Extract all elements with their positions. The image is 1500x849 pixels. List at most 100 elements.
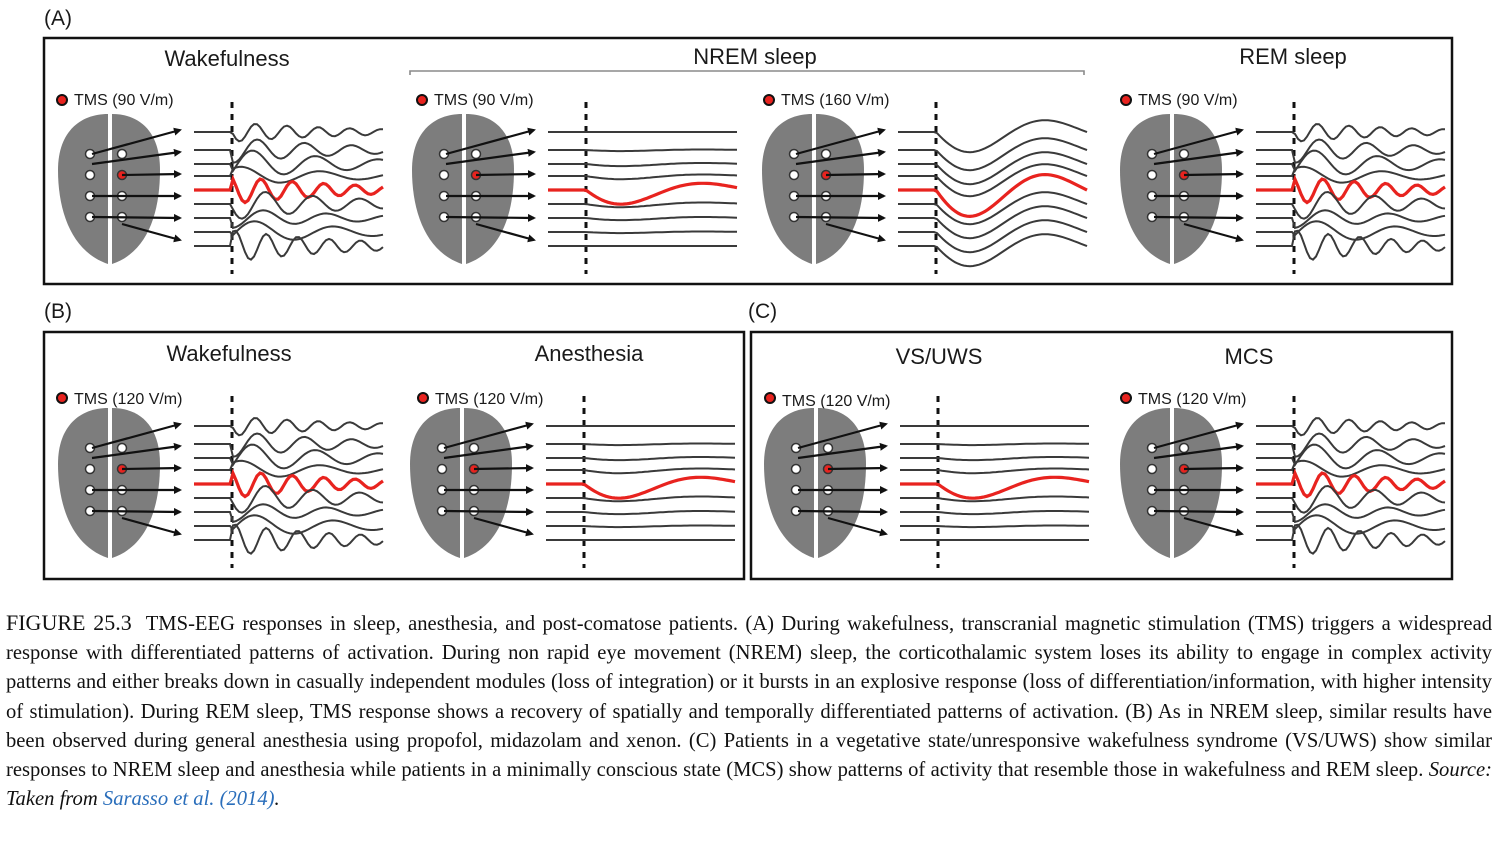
electrode — [470, 148, 482, 160]
eeg-trace — [898, 233, 1088, 268]
channel-arrow — [795, 127, 886, 156]
eeg-trace — [1256, 417, 1446, 437]
channel-arrow — [1183, 464, 1244, 473]
brain-eeg-illustration-nrem-160 — [762, 102, 1088, 274]
stimulated-eeg-trace — [900, 475, 1090, 500]
electrode — [822, 442, 834, 454]
eeg-trace — [548, 230, 737, 235]
channel-arrow — [445, 127, 536, 156]
eeg-trace — [548, 148, 737, 153]
eeg-trace — [898, 119, 1088, 154]
channel-arrow — [1153, 213, 1244, 222]
brain-left-hemisphere — [412, 114, 462, 264]
eeg-trace — [194, 443, 384, 470]
eeg-trace — [194, 229, 384, 261]
channel-arrow — [121, 222, 182, 243]
tms-label-c1: TMS (120 V/m) — [764, 392, 890, 410]
eeg-trace — [194, 190, 384, 220]
channel-arrow — [825, 222, 886, 243]
channel-arrow — [475, 170, 536, 179]
electrode — [790, 463, 802, 475]
eeg-trace — [898, 191, 1088, 226]
channel-arrow — [121, 464, 182, 473]
eeg-trace — [1256, 138, 1446, 165]
tms-label-text: TMS (120 V/m) — [74, 391, 182, 408]
eeg-trace — [900, 467, 1090, 475]
title-rem-sleep: REM sleep — [1239, 44, 1347, 69]
eeg-trace — [1256, 459, 1446, 478]
eeg-trace — [194, 484, 384, 514]
channel-arrow — [445, 213, 536, 222]
caption-text: TMS-EEG responses in sleep, anesthesia, … — [6, 613, 1493, 782]
nrem-sleep-group-title: NREM sleep — [693, 44, 816, 69]
brain-eeg-illustration-rem — [1120, 102, 1446, 274]
title-anesthesia: Anesthesia — [535, 341, 645, 366]
electrode — [1146, 169, 1158, 181]
eeg-trace — [900, 495, 1090, 503]
brain-eeg-illustration-vs-uws — [764, 396, 1090, 568]
tms-label-text: TMS (120 V/m) — [1138, 391, 1246, 408]
eeg-trace — [900, 456, 1090, 462]
title-wakefulness-a: Wakefulness — [164, 46, 289, 71]
eeg-trace — [898, 137, 1088, 172]
eeg-trace — [1256, 432, 1446, 459]
eeg-trace — [194, 459, 384, 478]
eeg-trace — [194, 123, 384, 143]
eeg-trace — [546, 467, 736, 475]
tms-label-a1: TMS (90 V/m) — [56, 92, 174, 109]
tms-label-b1: TMS (120 V/m) — [56, 391, 182, 408]
tms-label-c2: TMS (120 V/m) — [1120, 391, 1246, 408]
panel-c-frame — [749, 330, 1454, 581]
channel-arrow — [1153, 127, 1244, 156]
nrem-sleep-bracket — [409, 70, 1085, 75]
eeg-trace — [548, 162, 738, 168]
electrode — [84, 463, 96, 475]
channel-arrow — [91, 507, 182, 516]
electrode — [1178, 148, 1190, 160]
channel-arrow — [1153, 148, 1244, 166]
eeg-trace — [194, 149, 384, 176]
electrode — [116, 442, 128, 454]
electrode — [468, 442, 480, 454]
eeg-trace — [1256, 503, 1446, 524]
eeg-trace — [546, 495, 736, 503]
title-vs-uws: VS/UWS — [896, 344, 983, 369]
eeg-trace — [1256, 165, 1446, 184]
tms-label-text: TMS (160 V/m) — [781, 92, 889, 109]
brain-left-hemisphere — [762, 114, 812, 264]
electrode — [1178, 442, 1190, 454]
eeg-trace — [1256, 220, 1446, 241]
channel-arrow — [473, 516, 534, 537]
channel-arrow — [1153, 421, 1244, 450]
eeg-trace — [548, 201, 738, 209]
panel-letter-c: (C) — [748, 300, 777, 323]
brain-eeg-illustration-wakefulness-a — [58, 102, 384, 274]
eeg-trace — [1256, 523, 1446, 555]
channel-arrow — [475, 222, 536, 243]
channel-arrow — [91, 442, 182, 460]
channel-arrow — [121, 516, 182, 537]
channel-arrow — [797, 507, 888, 516]
channel-arrow — [1183, 222, 1244, 243]
brain-eeg-illustration-anesthesia — [410, 396, 736, 568]
eeg-trace — [194, 165, 384, 184]
eeg-trace — [900, 510, 1090, 516]
eeg-trace — [898, 219, 1088, 254]
eeg-trace — [898, 205, 1088, 240]
electrode — [436, 463, 448, 475]
brain-eeg-illustration-wakefulness-b — [58, 396, 384, 568]
panel-letter-b: (B) — [44, 300, 72, 323]
channel-arrow — [795, 213, 886, 222]
channel-arrow — [443, 442, 534, 460]
eeg-trace — [194, 503, 384, 524]
caption-source-link[interactable]: Sarasso et al. (2014) — [102, 788, 275, 811]
eeg-trace — [194, 432, 384, 459]
channel-arrow — [827, 464, 888, 473]
channel-arrow — [91, 213, 182, 222]
eeg-trace — [546, 510, 736, 516]
stimulated-eeg-trace — [1256, 174, 1446, 205]
panel-letter-a: (A) — [44, 7, 72, 30]
eeg-trace — [194, 138, 384, 165]
electrode — [820, 148, 832, 160]
tms-label-a4: TMS (90 V/m) — [1120, 92, 1238, 109]
